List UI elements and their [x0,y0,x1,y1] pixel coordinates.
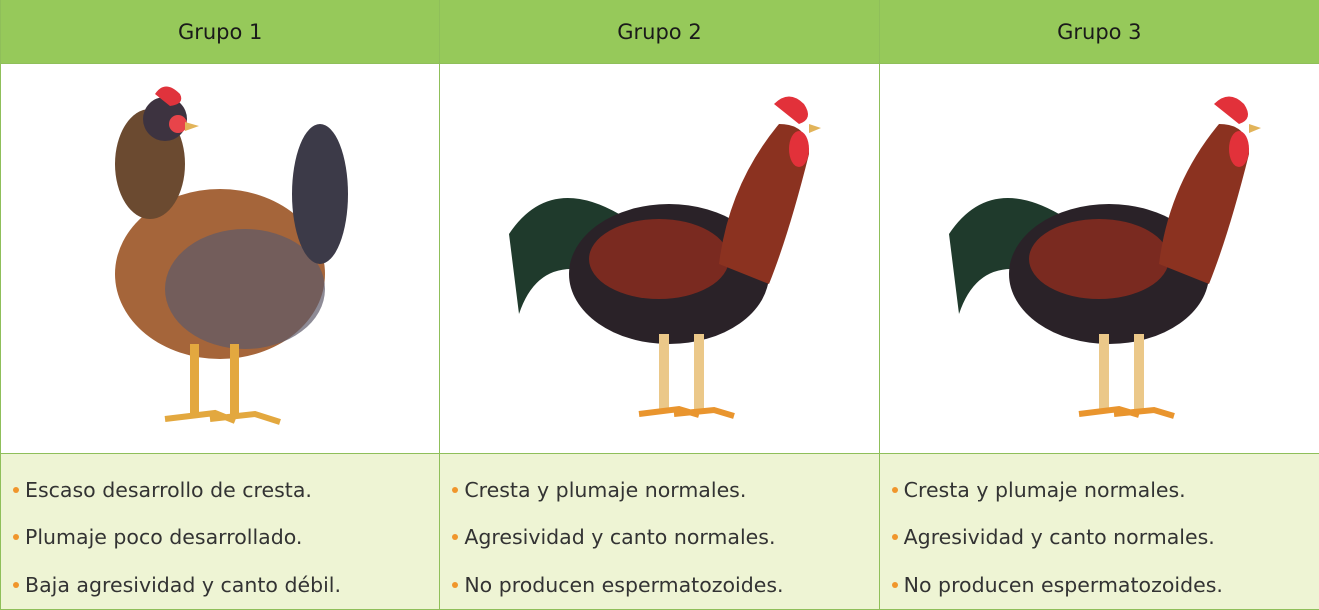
hen-image [115,86,349,425]
bullet-item: Agresividad y canto normales. [452,514,878,562]
bullet-item: No producen espermatozoides. [891,561,1319,609]
bullet-text: Plumaje poco desarrollado. [25,525,303,550]
image-cell [879,63,1319,453]
column-header: Grupo 3 [879,0,1319,63]
bullet-dot [891,534,898,541]
image-cell [1,63,441,453]
column-header: Grupo 2 [440,0,880,63]
image-cell [440,63,880,453]
bullet-text: Agresividad y canto normales. [464,525,776,550]
bullet-cell: Escaso desarrollo de cresta. Plumaje poco… [1,453,441,609]
bullet-dot [13,534,19,541]
bullet-text: Cresta y plumaje normales. [464,477,747,502]
rooster-image [949,96,1262,419]
bullet-item: Escaso desarrollo de cresta. [13,466,439,514]
bullet-dot [891,581,898,588]
bullet-item: Plumaje poco desarrollado. [13,514,439,562]
bullet-item: Baja agresividad y canto débil. [13,561,439,609]
bullet-dot [891,486,898,493]
bullet-item: Agresividad y canto normales. [891,514,1319,562]
column-header: Grupo 1 [1,0,441,63]
bullet-cell: Cresta y plumaje normales. Agresividad y … [440,453,880,609]
rooster-image [509,96,822,419]
bullet-item: Cresta y plumaje normales. [452,466,878,514]
bullet-dot [13,486,19,493]
bullet-text: Agresividad y canto normales. [903,525,1215,550]
bullet-text: No producen espermatozoides. [903,572,1223,597]
bullet-dot [452,486,459,493]
bullet-dot [13,581,19,588]
bullet-item: Cresta y plumaje normales. [891,466,1319,514]
bullet-item: No producen espermatozoides. [452,561,878,609]
bullet-text: Baja agresividad y canto débil. [25,572,341,597]
bullet-text: Cresta y plumaje normales. [903,477,1186,502]
bullet-dot [452,581,459,588]
bullet-text: No producen espermatozoides. [464,572,784,597]
bullet-dot [452,534,459,541]
bullet-cell: Cresta y plumaje normales. Agresividad y … [879,453,1319,609]
bullet-text: Escaso desarrollo de cresta. [25,477,312,502]
